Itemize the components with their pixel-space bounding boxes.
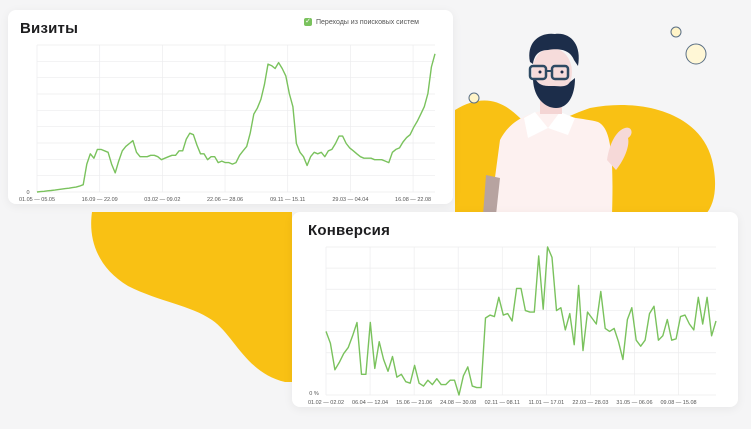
x-axis-label: 06.04 — 12.04 [352,400,388,406]
y-axis-label: 0 [26,190,29,196]
conversion-card: Конверсия 0 % 01.02 — 02.02 06.04 — 12.04 1… [292,212,738,407]
bubble-icon [670,26,682,38]
hair [529,33,579,66]
x-axis-label: 31.05 — 06.06 [616,400,652,406]
x-axis-label: 15.06 — 21.06 [396,400,432,406]
checkbox-checked-icon[interactable]: ✓ [304,18,312,26]
series-line [36,53,436,193]
collar [524,112,575,138]
x-axis-label: 22.06 — 28.06 [207,197,243,203]
x-axis-label: 09.11 — 15.11 [270,197,305,203]
y-axis-label: 0 % [309,391,319,397]
yellow-blob-left [91,212,292,382]
visits-line-chart: 001.05 — 05.05 16.09 — 22.09 03.02 — 09.02… [19,44,436,203]
arm-left [483,175,500,215]
conversion-line-chart: 0 % 01.02 — 02.02 06.04 — 12.04 15.06 — 21.… [308,246,717,406]
x-axis-label: 16.08 — 22.08 [395,197,431,203]
x-axis-label: 11.01 — 17.01 [528,400,564,406]
shirt-shape [490,110,613,215]
x-axis-label: 22.03 — 28.03 [572,400,608,406]
bubble-icon [468,92,480,104]
x-axis-label: 01.05 — 05.05 [19,197,55,203]
x-axis-label: 02.11 — 08.11 [485,400,520,406]
legend-label: Переходы из поисковых систем [316,18,419,26]
x-axis-label: 09.08 — 15.08 [660,400,696,406]
bubble-icon [685,43,707,65]
beard [533,78,575,108]
x-axis-label: 16.09 — 22.09 [82,197,118,203]
x-axis-label: 29.03 — 04.04 [332,197,368,203]
x-axis-label: 01.02 — 02.02 [308,400,344,406]
visits-title: Визиты [20,20,79,37]
x-axis-label: 03.02 — 09.02 [144,197,180,203]
hand [607,127,632,170]
conversion-title: Конверсия [308,222,391,239]
legend-item[interactable]: ✓ Переходы из поисковых систем [304,18,419,26]
series-line [325,246,717,396]
x-axis-label: 24.08 — 30.08 [440,400,476,406]
